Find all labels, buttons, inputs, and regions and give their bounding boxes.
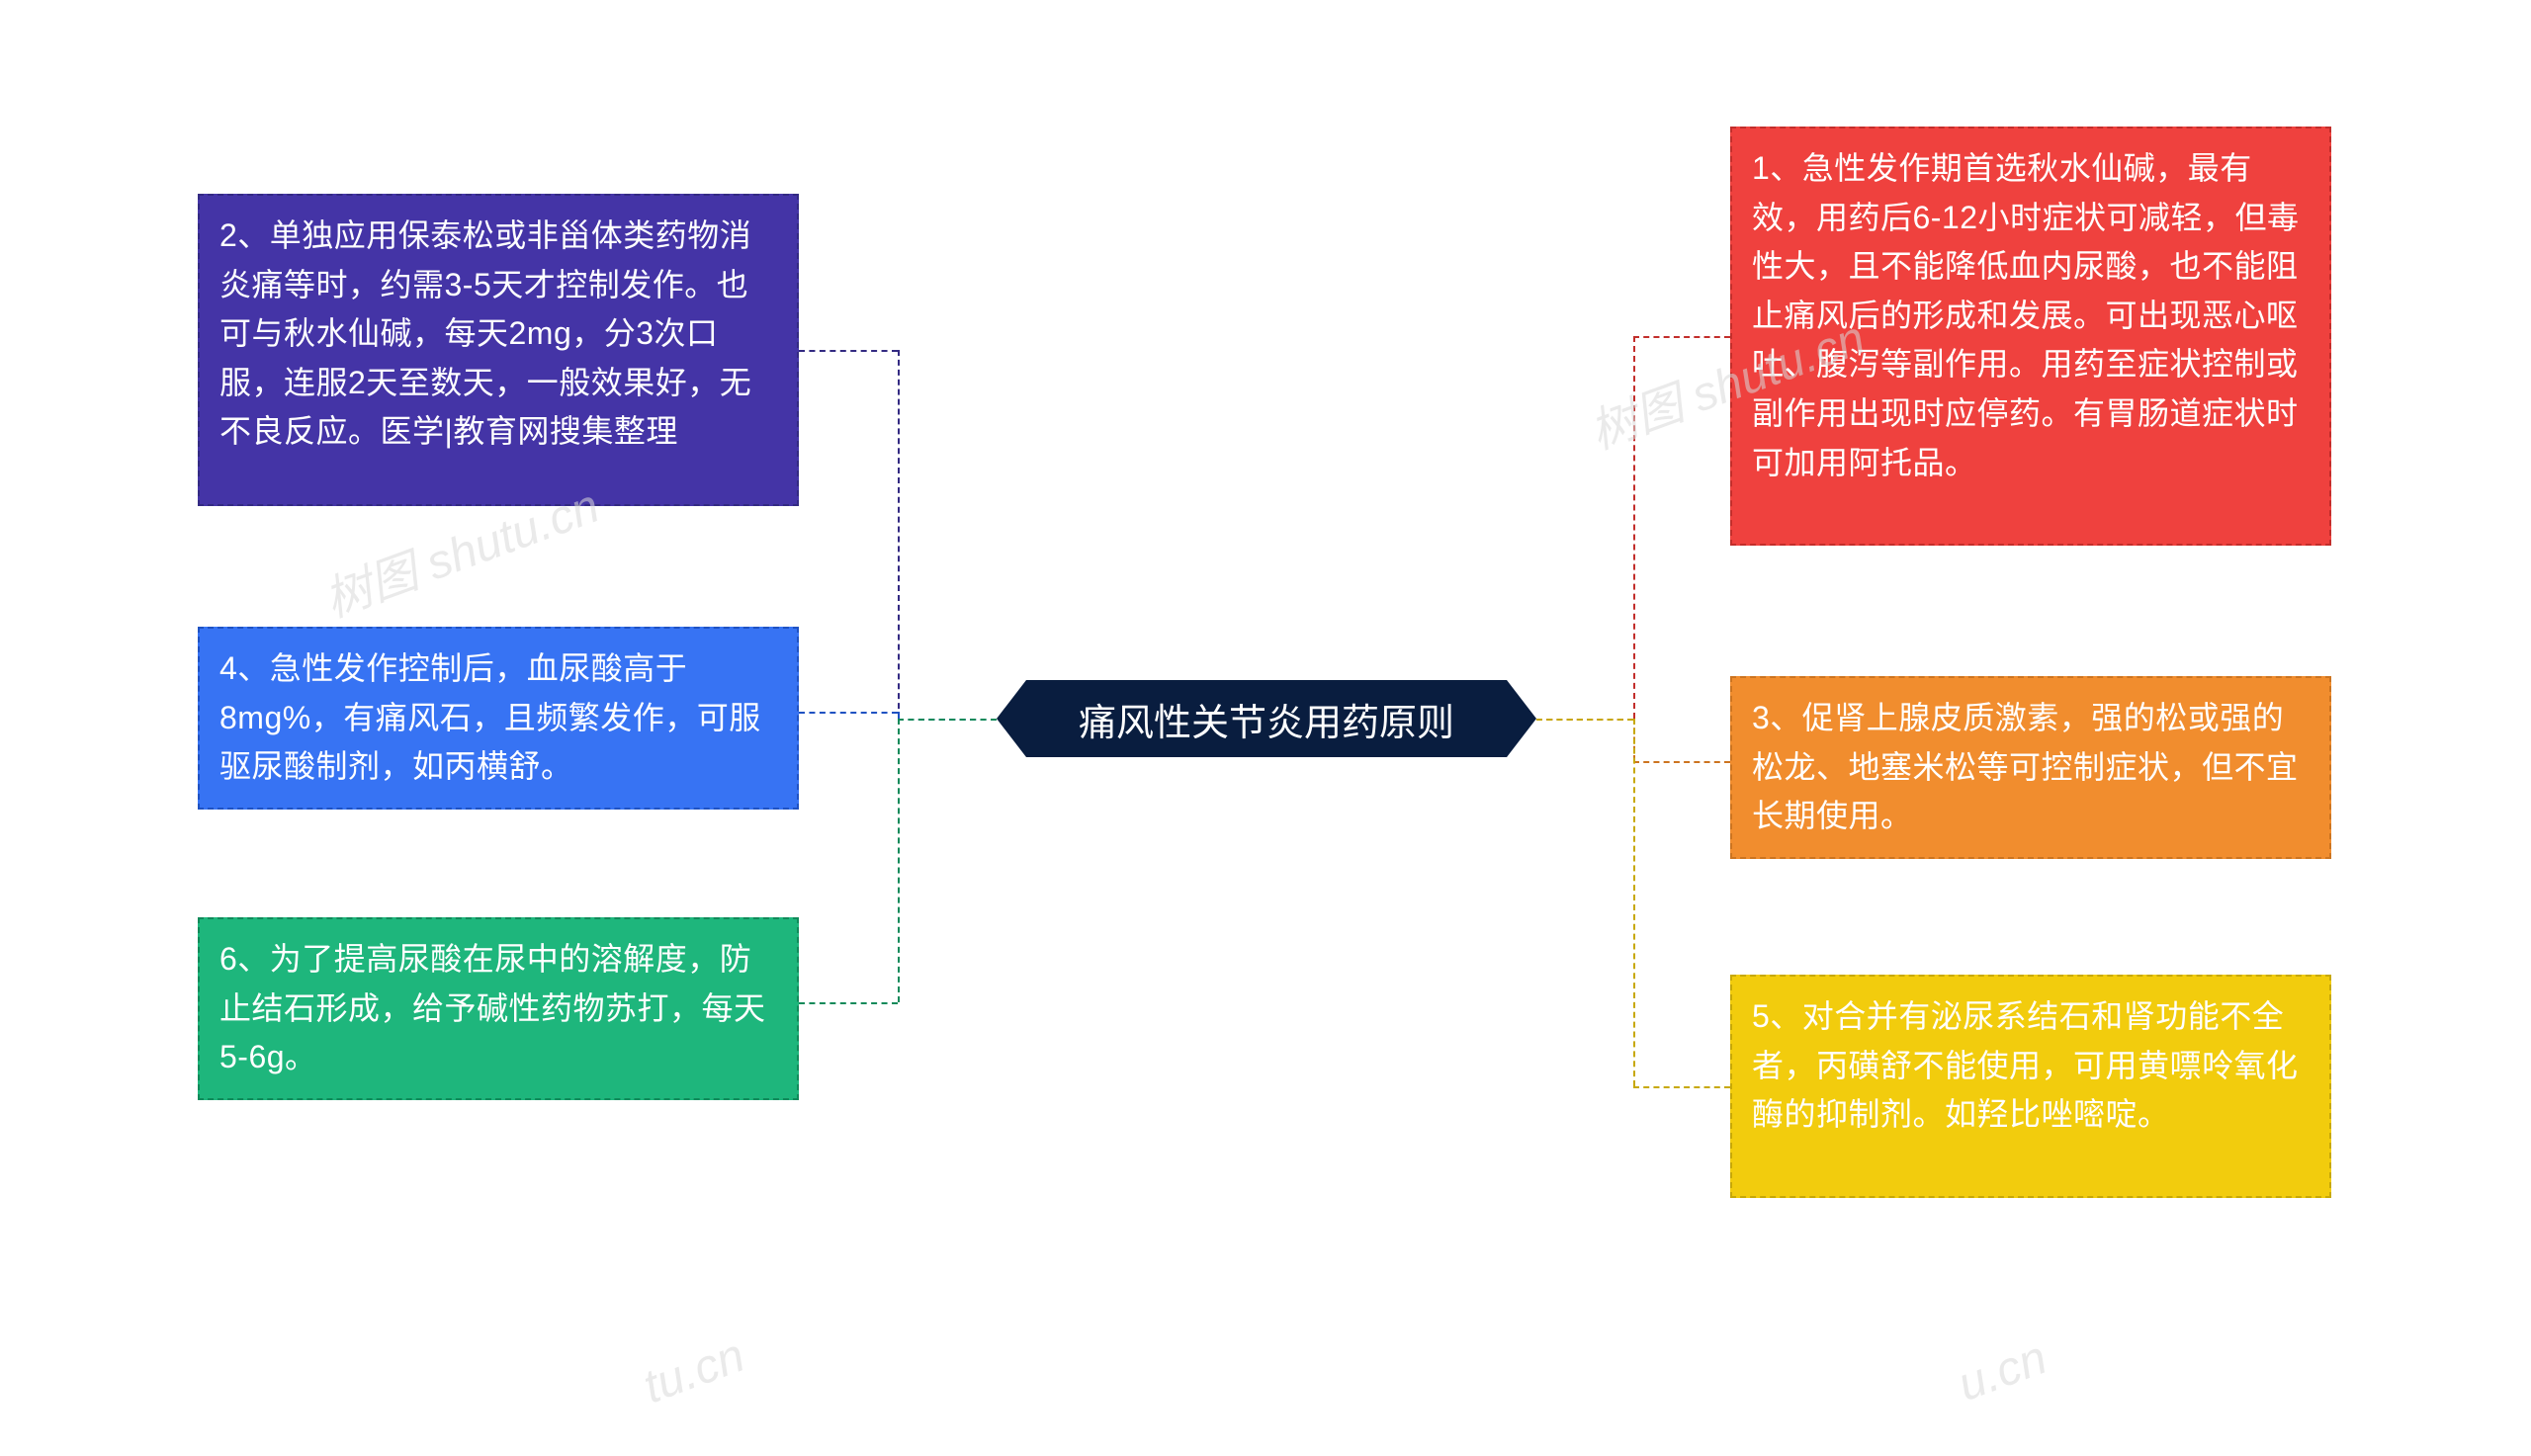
edge-segment <box>1633 719 1635 1086</box>
node-2: 2、单独应用保泰松或非甾体类药物消炎痛等时，约需3-5天才控制发作。也可与秋水仙… <box>198 194 799 506</box>
edge-segment <box>1633 761 1730 763</box>
edge-segment <box>799 350 898 352</box>
edge-segment <box>898 719 997 721</box>
edge-segment <box>799 712 898 714</box>
watermark: tu.cn <box>637 1328 752 1414</box>
center-node: 痛风性关节炎用药原则 <box>1026 680 1507 757</box>
edge-segment <box>799 1002 898 1004</box>
node-5: 5、对合并有泌尿系结石和肾功能不全者，丙磺舒不能使用，可用黄嘌呤氧化酶的抑制剂。… <box>1730 975 2331 1198</box>
edge-segment <box>898 712 900 719</box>
node-6: 6、为了提高尿酸在尿中的溶解度，防止结石形成，给予碱性药物苏打，每天5-6g。 <box>198 917 799 1100</box>
edge-segment <box>1536 719 1633 721</box>
watermark: u.cn <box>1951 1330 2053 1413</box>
edge-segment <box>898 719 900 1002</box>
edge-segment <box>1633 336 1730 338</box>
edge-segment <box>1633 336 1635 719</box>
node-3: 3、促肾上腺皮质激素，强的松或强的松龙、地塞米松等可控制症状，但不宜长期使用。 <box>1730 676 2331 859</box>
edge-segment <box>1633 1086 1730 1088</box>
node-4: 4、急性发作控制后，血尿酸高于8mg%，有痛风石，且频繁发作，可服驱尿酸制剂，如… <box>198 627 799 810</box>
node-1: 1、急性发作期首选秋水仙碱，最有效，用药后6-12小时症状可减轻，但毒性大，且不… <box>1730 127 2331 546</box>
edge-segment <box>898 350 900 719</box>
